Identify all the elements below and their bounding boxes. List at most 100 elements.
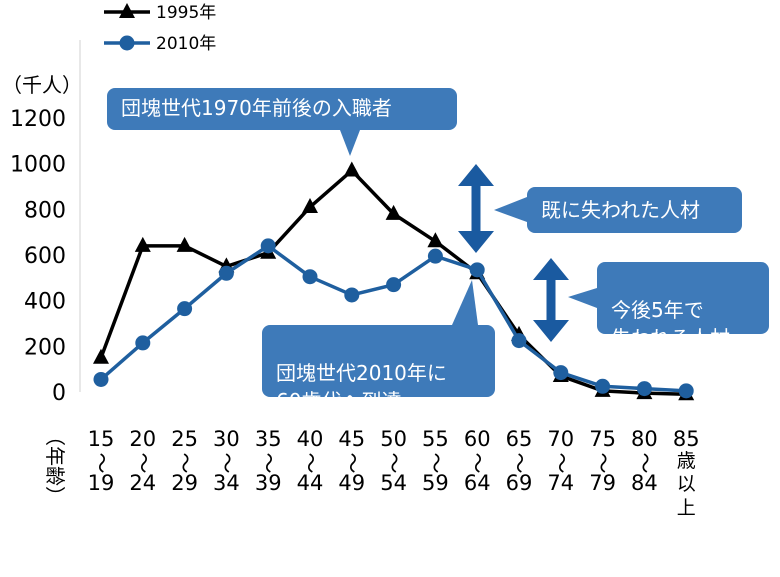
- x-tick-part: 35: [255, 427, 282, 451]
- y-tick-label: 600: [24, 244, 66, 269]
- x-tick-part: 69: [506, 471, 533, 495]
- x-tick-part: 15: [88, 427, 115, 451]
- callout-lost-next-5-years: 今後5年で 失われる人材: [597, 262, 769, 350]
- x-tick-label: 45〜49: [338, 427, 365, 495]
- data-point: [427, 232, 444, 248]
- x-tick-part: 〜: [507, 453, 531, 474]
- x-tick-part: 30: [213, 427, 240, 451]
- x-tick-part: 85: [673, 427, 700, 451]
- data-point: [636, 381, 652, 397]
- data-point: [93, 348, 109, 364]
- x-tick-part: 64: [464, 471, 491, 495]
- data-point: [595, 378, 611, 394]
- x-tick-part: 84: [631, 471, 658, 495]
- data-point: [427, 248, 443, 264]
- data-point: [260, 238, 276, 254]
- x-tick-part: 74: [547, 471, 574, 495]
- data-point: [176, 236, 193, 252]
- x-tick-part: 80: [631, 427, 658, 451]
- legend-label: 1995年: [156, 3, 216, 23]
- x-tick-part: 55: [422, 427, 449, 451]
- data-point: [553, 365, 569, 381]
- data-point: [218, 265, 234, 281]
- x-tick-part: 〜: [549, 453, 573, 474]
- data-point: [302, 269, 318, 285]
- x-tick-label: 80〜84: [631, 427, 658, 495]
- x-tick-part: 75: [589, 427, 616, 451]
- x-tick-part: 上: [677, 497, 696, 519]
- x-tick-label: 75〜79: [589, 427, 616, 495]
- x-tick-label: 30〜34: [213, 427, 240, 495]
- x-tick-part: 45: [338, 427, 365, 451]
- x-tick-part: 〜: [465, 453, 489, 474]
- x-tick-label: 55〜59: [422, 427, 449, 495]
- x-tick-label: 60〜64: [464, 427, 491, 495]
- data-point: [343, 161, 360, 177]
- x-tick-label: 50〜54: [380, 427, 407, 495]
- data-point: [344, 287, 360, 303]
- legend-marker: [119, 35, 135, 51]
- callout-baby-boomers-60s: 団塊世代2010年に 60歳代へ到達: [262, 325, 495, 413]
- x-tick-part: 40: [297, 427, 324, 451]
- x-tick-part: 〜: [89, 453, 113, 474]
- data-point: [469, 262, 485, 278]
- x-tick-part: 〜: [632, 453, 656, 474]
- x-tick-part: 〜: [173, 453, 197, 474]
- data-point: [385, 204, 402, 220]
- x-tick-part: 59: [422, 471, 449, 495]
- x-tick-part: 19: [88, 471, 115, 495]
- double-arrow-already-lost: [458, 164, 494, 253]
- x-tick-label: 70〜74: [547, 427, 574, 495]
- x-tick-label: 20〜24: [129, 427, 156, 495]
- x-tick-part: 60: [464, 427, 491, 451]
- y-tick-label: 800: [24, 198, 66, 223]
- x-tick-label: 35〜39: [255, 427, 282, 495]
- x-tick-label: 65〜69: [506, 427, 533, 495]
- x-tick-part: 〜: [256, 453, 280, 474]
- x-tick-part: 20: [129, 427, 156, 451]
- x-tick-part: 34: [213, 471, 240, 495]
- y-unit-label: （千人）: [2, 73, 82, 97]
- x-tick-part: 70: [547, 427, 574, 451]
- y-tick-label: 1200: [10, 107, 66, 132]
- callout-pointer: [452, 280, 478, 325]
- x-tick-part: 24: [129, 471, 156, 495]
- data-point: [134, 236, 151, 252]
- x-tick-part: 50: [380, 427, 407, 451]
- x-tick-part: 44: [297, 471, 324, 495]
- data-point: [511, 333, 527, 349]
- callout-1970-entrants: 団塊世代1970年前後の入職者: [107, 88, 457, 130]
- x-tick-part: 39: [255, 471, 282, 495]
- x-tick-part: 65: [506, 427, 533, 451]
- x-tick-part: 49: [338, 471, 365, 495]
- x-tick-part: 〜: [382, 453, 406, 474]
- x-tick-part: 〜: [340, 453, 364, 474]
- x-tick-part: 〜: [298, 453, 322, 474]
- y-tick-label: 200: [24, 335, 66, 360]
- x-tick-part: 79: [589, 471, 616, 495]
- callout-pointer: [340, 130, 360, 156]
- legend-marker: [119, 3, 135, 18]
- data-point: [386, 277, 402, 293]
- callout-pointer: [494, 197, 527, 222]
- x-tick-part: 25: [171, 427, 198, 451]
- callout-pointer: [568, 288, 597, 308]
- y-tick-label: 0: [52, 381, 66, 406]
- data-point: [678, 383, 694, 399]
- x-tick-part: 歳: [677, 450, 696, 472]
- x-tick-part: 以: [677, 473, 696, 495]
- x-tick-label: 15〜19: [88, 427, 115, 495]
- x-tick-part: 〜: [214, 453, 238, 474]
- y-tick-label: 400: [24, 290, 66, 315]
- data-point: [302, 198, 318, 214]
- x-tick-part: 29: [171, 471, 198, 495]
- x-tick-part: 〜: [131, 453, 155, 474]
- data-point: [135, 335, 151, 351]
- double-arrow-next-5-years: [533, 258, 569, 342]
- x-tick-part: 54: [380, 471, 407, 495]
- data-point: [177, 301, 193, 317]
- y-tick-label: 1000: [10, 153, 66, 178]
- data-point: [93, 371, 109, 387]
